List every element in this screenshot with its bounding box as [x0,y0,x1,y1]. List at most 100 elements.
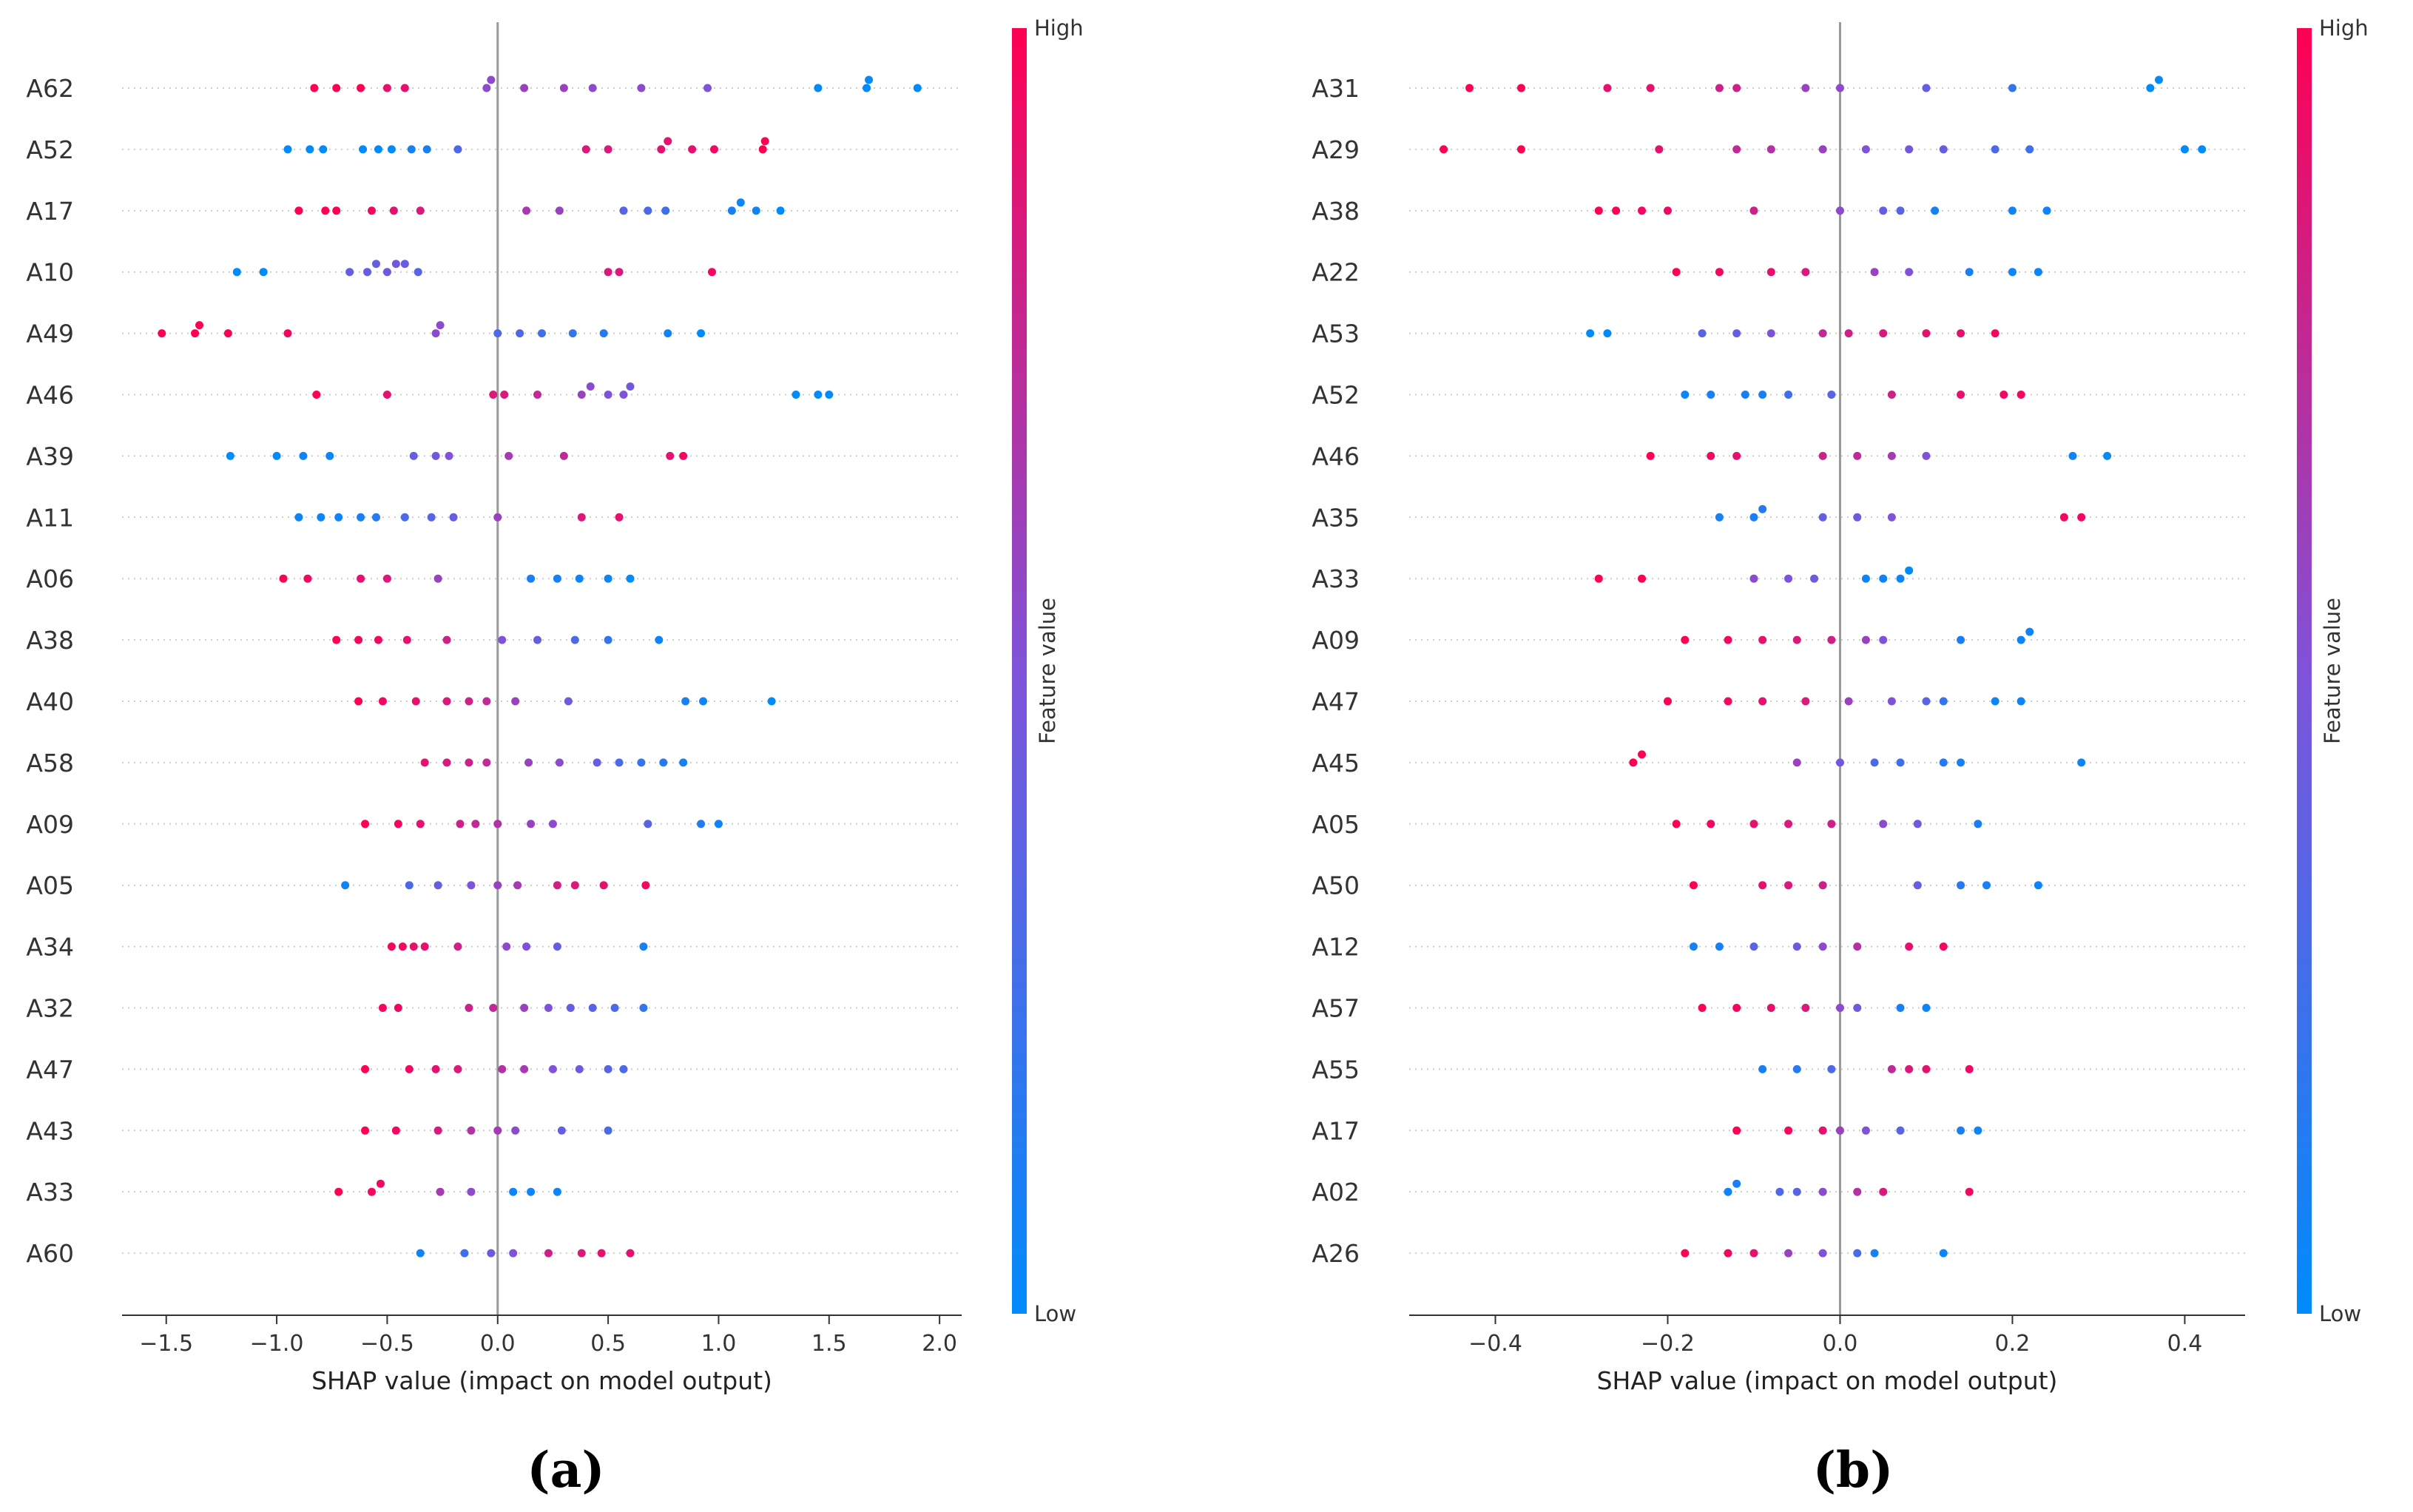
feature-label-a34: A34 [26,933,74,962]
shap-point [1784,820,1793,828]
shap-point [626,574,635,583]
shap-point [1707,820,1715,828]
shap-point [520,1004,529,1012]
shap-point [639,942,648,951]
shap-point [2008,84,2017,92]
shap-point [527,820,536,828]
shap-point [1792,635,1801,644]
shap-point [1594,206,1603,215]
shap-point [520,1064,529,1073]
shap-point [644,206,652,215]
shap-point [1870,268,1879,277]
shap-point [1689,881,1698,890]
x-ticks-a: −1.5 −1.0 −0.5 0.0 0.5 1.0 1.5 2.0 [139,1315,957,1357]
shap-point [1681,635,1690,644]
shap-point [604,1064,612,1073]
shap-point [493,329,502,338]
shap-point [394,820,402,828]
shap-point [1870,1249,1879,1258]
shap-point [1655,145,1664,154]
shap-point [416,206,425,215]
shap-point [312,391,321,399]
shap-point [1758,504,1767,513]
x-tick-label: −0.2 [1641,1331,1695,1357]
feature-label-a50: A50 [1312,871,1360,900]
shap-point [1896,206,1905,215]
shap-point [1603,329,1612,338]
shap-point [487,1249,496,1258]
shap-point [453,1064,462,1073]
feature-label-a09: A09 [1312,626,1360,655]
shap-point [482,758,491,767]
shap-point [604,635,612,644]
shap-point [566,1004,575,1012]
shap-point [1792,1064,1801,1073]
shap-point [1939,697,1948,706]
shap-point [1853,1187,1862,1196]
shap-point [1715,513,1724,522]
shap-point [1749,574,1758,583]
shap-point [604,268,612,277]
feature-label-a46: A46 [26,381,74,410]
shap-point [445,451,453,460]
shap-point [1681,391,1690,399]
shap-point [544,1249,553,1258]
shap-point [1732,1004,1741,1012]
shap-point [500,391,509,399]
feature-label-a39: A39 [26,442,74,470]
shap-point [1638,206,1647,215]
shap-point [1922,329,1931,338]
x-tick-label: 0.4 [2167,1331,2203,1357]
shap-point [433,881,442,890]
shap-point [575,574,584,583]
shap-point [498,1064,507,1073]
feature-label-a05: A05 [26,871,74,900]
shap-point [299,451,308,460]
shap-point [232,268,241,277]
shap-point [1516,145,1525,154]
shap-point [2146,84,2155,92]
feature-label-a11: A11 [26,503,74,532]
shap-point [400,84,409,92]
shap-point [1758,635,1767,644]
shap-point [489,1004,498,1012]
shap-point [354,697,363,706]
shap-point [1887,513,1896,522]
shap-point [1974,1126,1982,1135]
feature-label-a35: A35 [1312,503,1360,532]
shap-point [599,881,608,890]
shap-point [321,206,330,215]
shap-point [359,145,368,154]
shap-point [1758,1064,1767,1073]
shap-point [195,321,204,330]
shap-point [1672,820,1681,828]
shap-point [1879,574,1888,583]
shap-point [1818,513,1827,522]
shap-point [279,574,288,583]
shap-point [1887,697,1896,706]
shap-point [1835,84,1844,92]
shap-point [619,1064,628,1073]
shap-point [610,1004,619,1012]
shap-point [1732,451,1741,460]
shap-point [553,574,561,583]
shap-point [467,881,476,890]
shap-point [1801,84,1810,92]
feature-label-a40: A40 [26,687,74,716]
shap-point [310,84,319,92]
shap-point [709,145,718,154]
shap-point [679,451,688,460]
shap-point [1835,1004,1844,1012]
shap-point [1440,145,1448,154]
shap-point [520,84,529,92]
shap-point [1724,1249,1732,1258]
shap-point [664,329,672,338]
shap-point [1974,820,1982,828]
shap-point [334,513,343,522]
shap-point [405,1064,414,1073]
feature-label-a38: A38 [26,626,74,655]
feature-label-a02: A02 [1312,1178,1360,1206]
shap-point [2008,206,2017,215]
feature-label-a52: A52 [1312,381,1360,410]
shap-point [427,513,436,522]
